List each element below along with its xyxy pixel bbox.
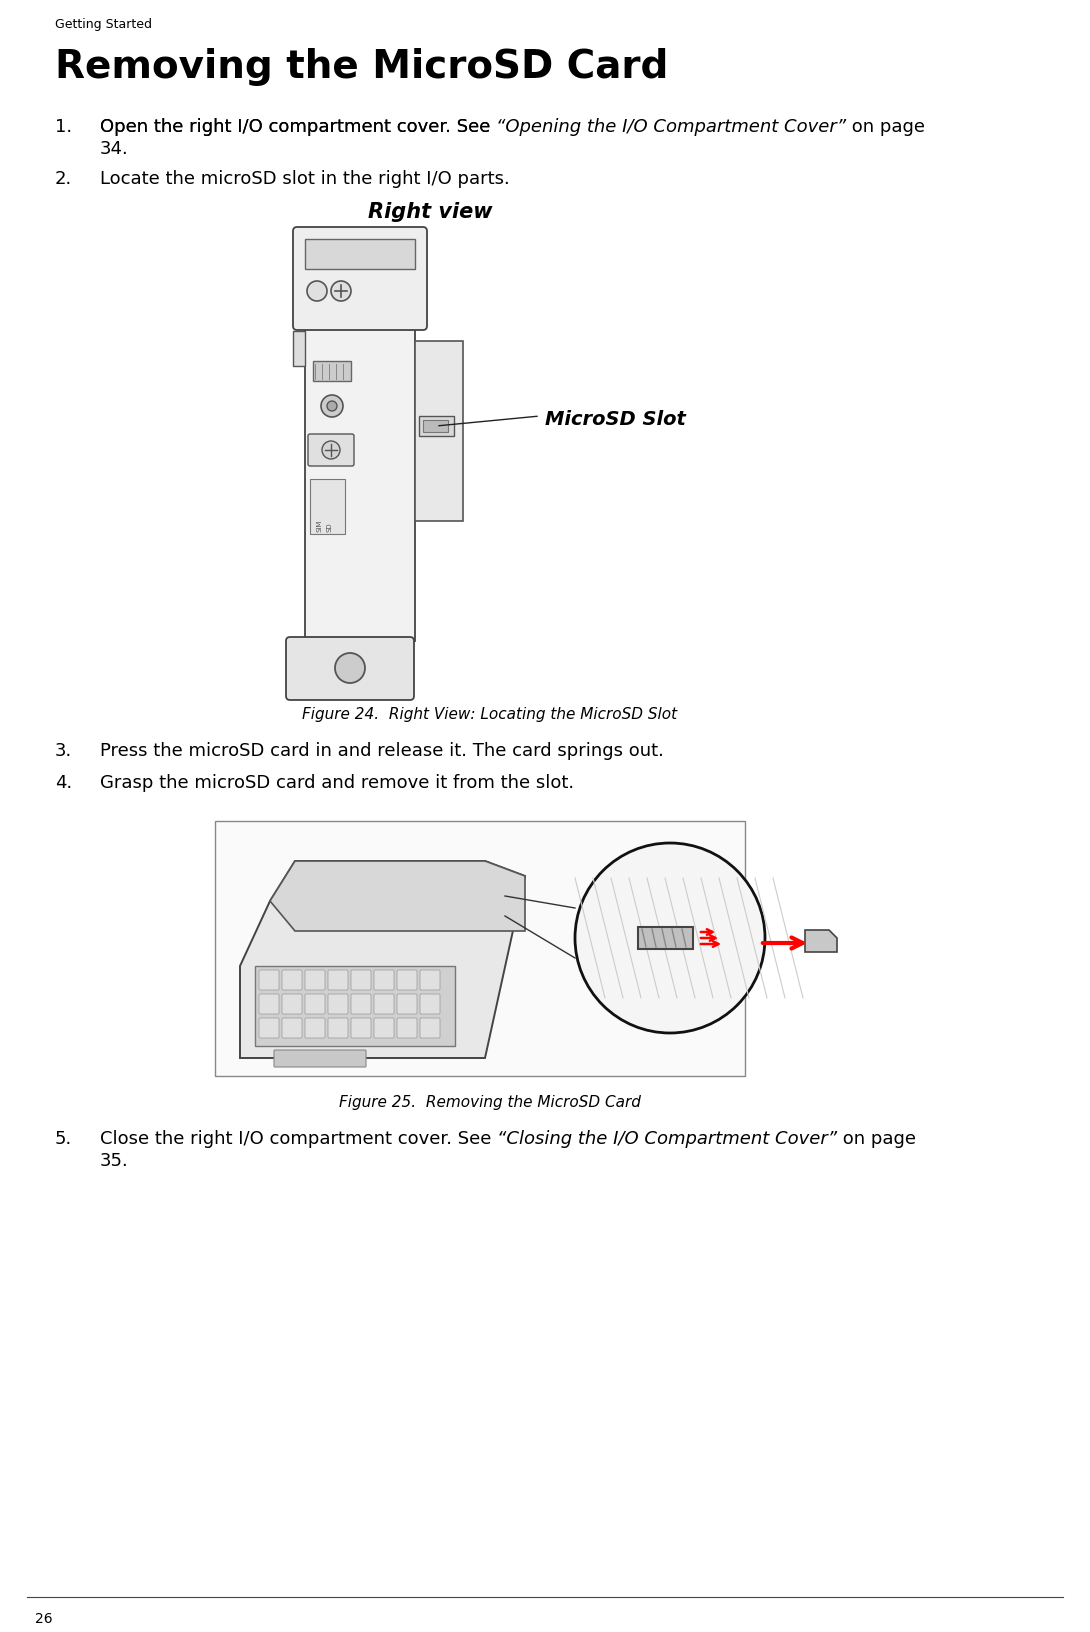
Text: MicroSD Slot: MicroSD Slot [545, 410, 686, 429]
Circle shape [307, 282, 327, 302]
Text: Locate the microSD slot in the right I/O parts.: Locate the microSD slot in the right I/O… [100, 170, 510, 188]
Text: 26: 26 [35, 1611, 52, 1625]
Text: “Opening the I/O Compartment Cover”: “Opening the I/O Compartment Cover” [496, 118, 846, 135]
Polygon shape [270, 862, 525, 932]
FancyBboxPatch shape [305, 994, 325, 1015]
FancyBboxPatch shape [286, 638, 414, 700]
Bar [419, 416, 455, 437]
Text: Open the right I/O compartment cover. See: Open the right I/O compartment cover. Se… [100, 118, 496, 135]
Text: Open the right I/O compartment cover. See “Opening the I/O Compartment Cover”: Open the right I/O compartment cover. Se… [100, 118, 847, 135]
FancyBboxPatch shape [305, 971, 325, 991]
Bar [305, 240, 415, 269]
Bar [293, 331, 305, 367]
Text: Open the right I/O compartment cover. See: Open the right I/O compartment cover. Se… [100, 118, 496, 135]
FancyBboxPatch shape [282, 994, 302, 1015]
FancyBboxPatch shape [328, 1018, 348, 1038]
Circle shape [576, 844, 765, 1033]
FancyBboxPatch shape [397, 994, 417, 1015]
FancyBboxPatch shape [397, 1018, 417, 1038]
Polygon shape [806, 930, 837, 953]
FancyBboxPatch shape [259, 994, 279, 1015]
Text: “Closing the I/O Compartment Cover”: “Closing the I/O Compartment Cover” [497, 1129, 837, 1147]
FancyBboxPatch shape [293, 228, 427, 331]
FancyBboxPatch shape [259, 1018, 279, 1038]
FancyBboxPatch shape [305, 1018, 325, 1038]
Bar [310, 480, 346, 535]
FancyBboxPatch shape [328, 994, 348, 1015]
Text: 35.: 35. [100, 1151, 129, 1169]
Bar [215, 821, 744, 1077]
Text: 3.: 3. [54, 741, 72, 759]
Bar [313, 362, 351, 382]
Polygon shape [240, 862, 525, 1058]
Bar [255, 966, 455, 1046]
FancyBboxPatch shape [259, 971, 279, 991]
Circle shape [331, 282, 351, 302]
Text: 1.: 1. [54, 118, 72, 135]
FancyBboxPatch shape [351, 1018, 371, 1038]
Text: Right view: Right view [367, 202, 493, 222]
Text: 5.: 5. [54, 1129, 72, 1147]
Circle shape [322, 442, 340, 460]
FancyBboxPatch shape [282, 1018, 302, 1038]
Text: 34.: 34. [100, 140, 129, 158]
Text: Figure 24.  Right View: Locating the MicroSD Slot: Figure 24. Right View: Locating the Micr… [302, 707, 678, 721]
FancyBboxPatch shape [397, 971, 417, 991]
Text: Press the microSD card in and release it. The card springs out.: Press the microSD card in and release it… [100, 741, 664, 759]
Bar [305, 312, 415, 641]
FancyBboxPatch shape [374, 994, 393, 1015]
Text: SIM: SIM [317, 519, 323, 532]
Text: Figure 25.  Removing the MicroSD Card: Figure 25. Removing the MicroSD Card [339, 1095, 641, 1110]
FancyBboxPatch shape [308, 434, 354, 467]
FancyBboxPatch shape [282, 971, 302, 991]
Text: 4.: 4. [54, 774, 72, 792]
Text: Getting Started: Getting Started [54, 18, 152, 31]
Text: Grasp the microSD card and remove it from the slot.: Grasp the microSD card and remove it fro… [100, 774, 574, 792]
Text: on page: on page [846, 118, 925, 135]
FancyBboxPatch shape [374, 971, 393, 991]
FancyBboxPatch shape [351, 971, 371, 991]
FancyBboxPatch shape [420, 994, 440, 1015]
Bar [638, 927, 693, 950]
FancyBboxPatch shape [374, 1018, 393, 1038]
FancyBboxPatch shape [420, 971, 440, 991]
Text: Close the right I/O compartment cover. See: Close the right I/O compartment cover. S… [100, 1129, 497, 1147]
Text: Removing the MicroSD Card: Removing the MicroSD Card [54, 47, 668, 86]
FancyBboxPatch shape [351, 994, 371, 1015]
Circle shape [327, 401, 337, 411]
Bar [415, 341, 463, 522]
Text: 2.: 2. [54, 170, 72, 188]
FancyBboxPatch shape [420, 1018, 440, 1038]
Circle shape [320, 395, 343, 418]
Text: on page: on page [837, 1129, 917, 1147]
Circle shape [335, 653, 365, 684]
Text: SD: SD [327, 522, 334, 532]
FancyBboxPatch shape [328, 971, 348, 991]
FancyBboxPatch shape [274, 1051, 366, 1067]
Bar [423, 421, 448, 432]
